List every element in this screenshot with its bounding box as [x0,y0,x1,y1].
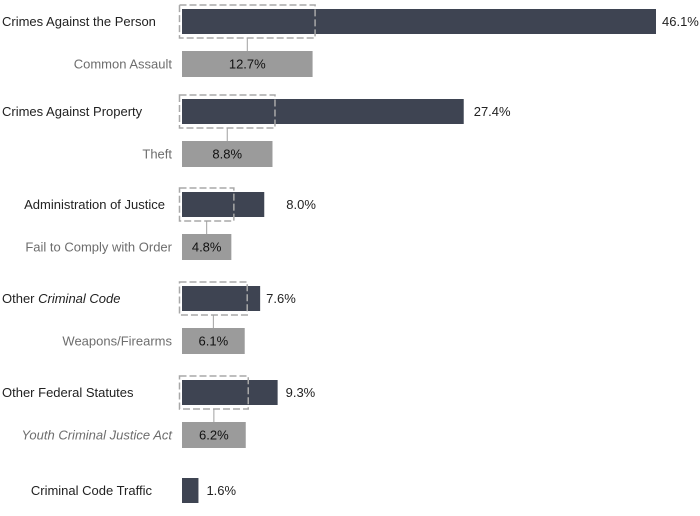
sub-category-label-weapons-firearms: Weapons/Firearms [62,334,172,349]
sub-category-label-common-assault: Common Assault [74,57,173,72]
sub-value-label-common-assault: 12.7% [229,57,266,72]
category-label-crimes-against-property: Crimes Against Property [2,104,143,119]
value-label-other-federal-statutes: 9.3% [286,385,316,400]
sub-category-label-youth-criminal-justice-act: Youth Criminal Justice Act [21,428,173,443]
bar-administration-of-justice [182,192,265,217]
sub-category-label-fail-to-comply-with-order: Fail to Comply with Order [25,240,172,255]
value-label-crimes-against-the-person: 46.1% [662,14,699,29]
category-label-criminal-code-traffic: Criminal Code Traffic [31,483,153,498]
sub-bar-youth-criminal-justice-act [182,422,246,448]
sub-bar-theft [182,141,273,167]
value-label-criminal-code-traffic: 1.6% [206,483,236,498]
value-label-crimes-against-property: 27.4% [474,104,511,119]
category-label-other-criminal-code: Other Criminal Code [2,291,121,306]
sub-bar-fail-to-comply-with-order [182,234,232,260]
bar-other-criminal-code [182,286,261,311]
category-label-crimes-against-the-person: Crimes Against the Person [2,14,156,29]
bar-crimes-against-the-person [182,9,656,34]
value-label-other-criminal-code: 7.6% [266,291,296,306]
value-label-administration-of-justice: 8.0% [286,197,316,212]
sub-bar-weapons-firearms [182,328,245,354]
sub-category-label-theft: Theft [142,147,172,162]
category-label-other-federal-statutes: Other Federal Statutes [2,385,134,400]
sub-value-label-fail-to-comply-with-order: 4.8% [192,240,222,255]
bar-other-federal-statutes [182,380,278,405]
sub-value-label-weapons-firearms: 6.1% [199,334,229,349]
sub-bar-common-assault [182,51,313,77]
sub-value-label-theft: 8.8% [212,147,242,162]
sub-value-label-youth-criminal-justice-act: 6.2% [199,428,229,443]
bar-criminal-code-traffic [182,478,199,503]
bar-crimes-against-property [182,99,464,124]
category-label-administration-of-justice: Administration of Justice [24,197,165,212]
